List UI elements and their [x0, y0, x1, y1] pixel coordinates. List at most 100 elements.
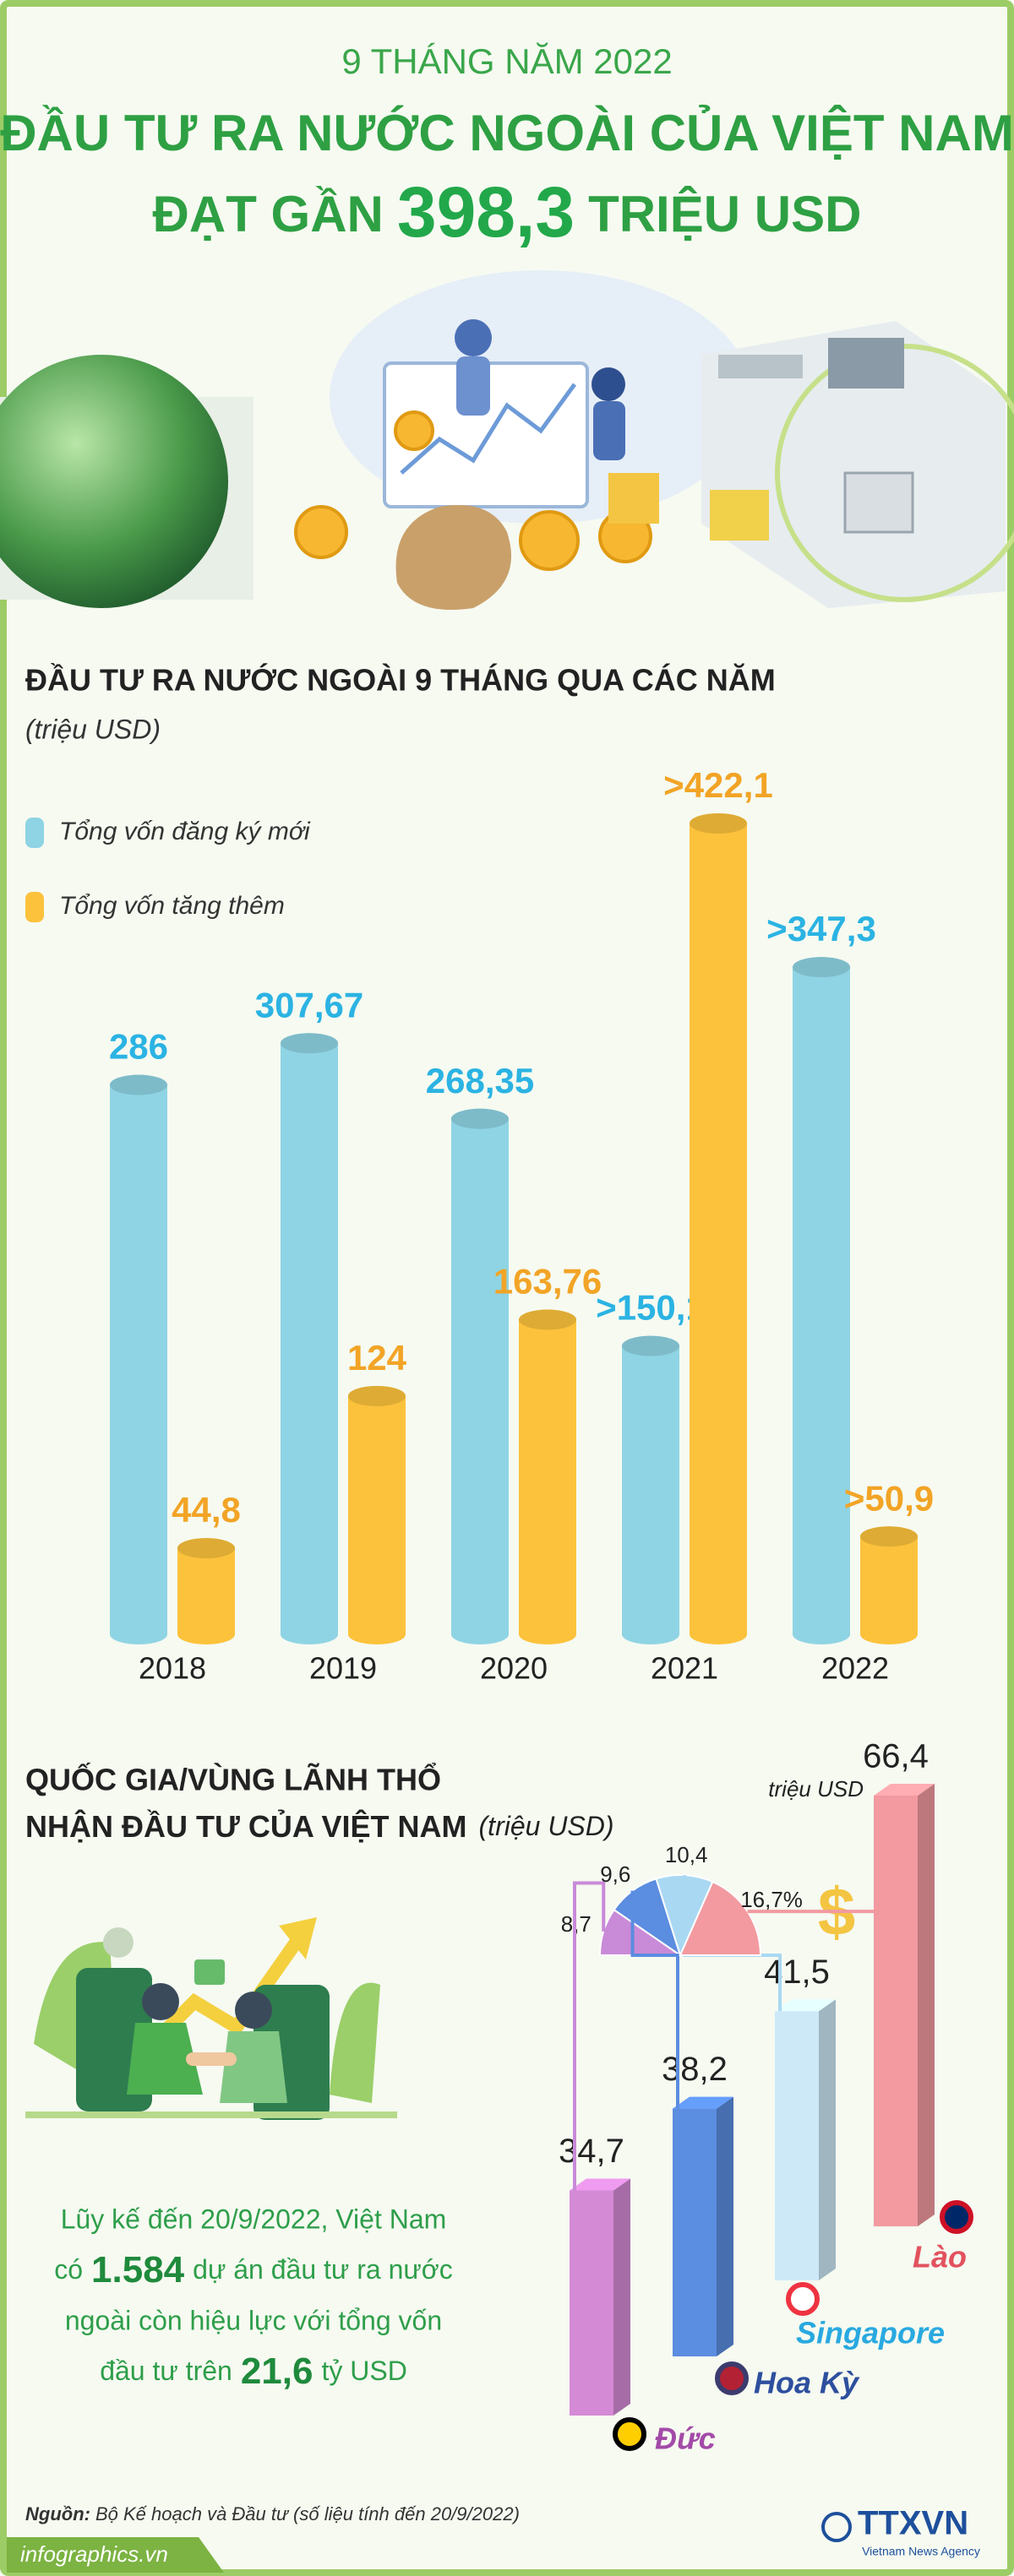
summary-note: Lũy kế đến 20/9/2022, Việt Nam có 1.584 dự…: [54, 2204, 453, 2391]
person: [142, 1983, 179, 2020]
value-label: 34,7: [559, 2133, 624, 2170]
bar: [348, 1385, 406, 1644]
note-text: đầu tư trên: [100, 2356, 232, 2386]
person: [593, 401, 625, 460]
money-bag: [395, 505, 511, 610]
title-post: TRIỆU USD: [588, 186, 861, 242]
person: [592, 367, 625, 401]
value-label: >422,1: [663, 765, 773, 805]
title-highlight: 398,3: [397, 172, 575, 252]
leader-line: [630, 1890, 679, 2109]
bar: [281, 1033, 338, 1644]
bar-cap: [519, 1309, 576, 1330]
bar-top: [570, 2178, 630, 2191]
site: infographics.vn: [20, 2541, 168, 2567]
gear: [103, 1927, 134, 1958]
chart-title: QUỐC GIA/VÙNG LÃNH THỔ: [25, 1761, 441, 1797]
coin: [294, 505, 348, 559]
pie-label: 16,7%: [740, 1887, 803, 1912]
category-label: Singapore: [796, 2316, 945, 2350]
bar: [622, 1335, 679, 1644]
value-label: 307,67: [255, 985, 363, 1024]
note-line: đầu tư trên 21,6 tỷ USD: [100, 2350, 407, 2392]
coin-stack: [608, 473, 659, 524]
cash-icon: [194, 1959, 225, 1985]
person: [220, 2031, 287, 2103]
value-label: 268,35: [426, 1061, 534, 1101]
bar-cap: [690, 813, 747, 834]
value-label: >150,1: [596, 1288, 706, 1328]
note-text: có: [54, 2254, 83, 2285]
value-label: >50,9: [844, 1478, 934, 1518]
person: [235, 1992, 272, 2029]
handshake: [186, 2052, 237, 2066]
person: [455, 319, 492, 356]
bar: [177, 1538, 235, 1644]
bar-cap: [860, 1526, 918, 1547]
header-illustration: [0, 270, 1014, 610]
value-label: >347,3: [766, 909, 876, 948]
person: [127, 2023, 203, 2095]
bar-cap: [622, 1335, 679, 1356]
flag: [715, 2361, 749, 2395]
value-label: 124: [347, 1338, 407, 1378]
title-line2: ĐẠT GẦN 398,3 TRIỆU USD: [153, 172, 862, 252]
legend-swatch: [25, 892, 44, 922]
pie-label: 10,4: [665, 1842, 708, 1867]
bar-top: [775, 1999, 836, 2012]
bar: [451, 1108, 509, 1644]
note-line: có 1.584 dự án đầu tư ra nước: [54, 2249, 453, 2291]
chart-subtitle: (triệu USD): [479, 1811, 614, 1841]
note-text: dự án đầu tư ra nước: [193, 2254, 453, 2285]
legend-swatch: [25, 818, 44, 848]
person: [456, 356, 490, 416]
leaf: [330, 1982, 380, 2103]
bar-side: [918, 1784, 935, 2226]
note-number: 21,6: [241, 2350, 313, 2392]
x-tick-label: 2022: [821, 1651, 889, 1686]
value-label: 41,5: [764, 1954, 830, 1991]
chart-subtitle: (triệu USD): [25, 714, 161, 744]
coin: [519, 510, 580, 571]
category-label: Hoa Kỳ: [754, 2366, 860, 2400]
coin: [394, 410, 434, 451]
legend-label: Tổng vốn đăng ký mới: [59, 818, 311, 845]
machine: [843, 471, 914, 534]
logo: TTXVN: [858, 2505, 968, 2542]
value-label: 286: [109, 1027, 168, 1067]
bar-cap: [110, 1074, 167, 1095]
x-tick-label: 2019: [309, 1651, 377, 1686]
bar-cap: [793, 957, 850, 978]
source-text: Bộ Kế hoạch và Đầu tư (số liệu tính đến …: [95, 2503, 520, 2524]
value-label: 66,4: [863, 1738, 929, 1775]
x-tick-label: 2021: [651, 1651, 718, 1686]
bar-side: [717, 2096, 733, 2356]
value-label: 38,2: [662, 2051, 728, 2088]
bar: [793, 957, 850, 1644]
bar-cap: [281, 1033, 338, 1054]
factory-floor: [701, 321, 1006, 608]
source-label: Nguồn:: [25, 2503, 90, 2524]
bar-side: [819, 1999, 836, 2280]
handshake-illustration: [25, 1917, 397, 2120]
note-text: tỷ USD: [321, 2356, 406, 2386]
note-number: 1.584: [91, 2249, 185, 2291]
logo-mark: [821, 2512, 852, 2542]
x-tick-label: 2020: [480, 1651, 548, 1686]
bar-cap: [348, 1385, 406, 1406]
legend-label: Tổng vốn tăng thêm: [59, 892, 285, 920]
category-label: Đức: [655, 2421, 716, 2456]
note-line: Lũy kế đến 20/9/2022, Việt Nam: [61, 2204, 447, 2234]
title: ĐẦU TƯ RA NƯỚC NGOÀI CỦA VIỆT NAM: [0, 105, 1014, 161]
monitor-line: [400, 383, 577, 475]
chart-title: ĐẦU TƯ RA NƯỚC NGOÀI 9 THÁNG QUA CÁC NĂM: [25, 662, 776, 698]
flag: [786, 2282, 820, 2316]
value-label: 44,8: [172, 1490, 241, 1530]
note-line: ngoài còn hiệu lực với tổng vốn: [65, 2305, 442, 2335]
arrow-head: [279, 1917, 317, 1959]
unit-label: triệu USD: [768, 1776, 864, 1802]
chart-title: NHẬN ĐẦU TƯ CỦA VIỆT NAM (triệu USD): [25, 1808, 614, 1844]
logo-sub: Vietnam News Agency: [862, 2545, 980, 2558]
